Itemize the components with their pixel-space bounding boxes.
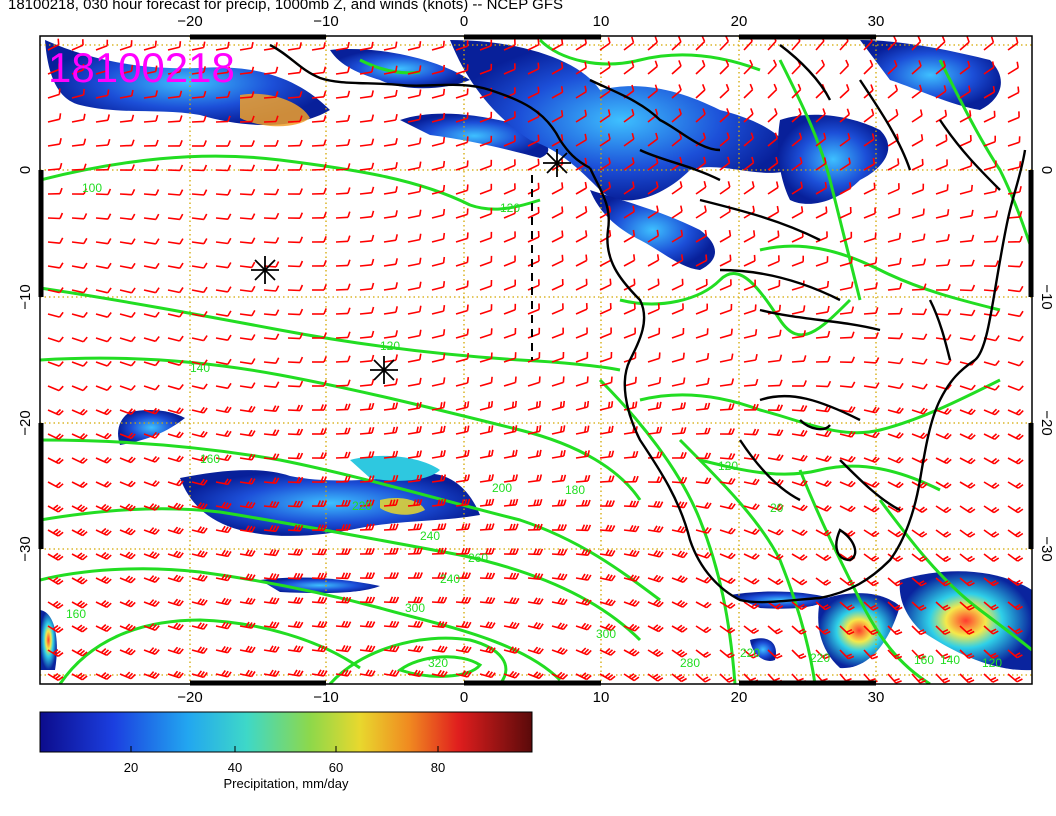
svg-text:30: 30 (868, 689, 885, 706)
lon-labels-bottom: −20 −10 0 10 20 30 (177, 689, 884, 706)
svg-text:30: 30 (868, 13, 885, 30)
svg-text:220: 220 (810, 651, 830, 665)
svg-text:20: 20 (731, 13, 748, 30)
svg-text:120: 120 (500, 201, 520, 215)
svg-text:−30: −30 (1038, 536, 1055, 561)
svg-text:80: 80 (431, 760, 445, 775)
svg-text:140: 140 (190, 361, 210, 375)
colorbar-ticks (130, 746, 439, 752)
coastlines (269, 43, 1027, 604)
svg-text:300: 300 (405, 601, 425, 615)
height-contours (40, 38, 1032, 684)
colorbar-label: Precipitation, mm/day (223, 776, 349, 791)
svg-text:160: 160 (66, 607, 86, 621)
colorbar-tick-labels: 20 40 60 80 (124, 760, 445, 775)
svg-text:120: 120 (718, 459, 738, 473)
svg-text:−20: −20 (177, 689, 202, 706)
precip-colorbar (39, 711, 533, 753)
precipitation-layer (40, 40, 1032, 671)
border-scale-bars (38, 34, 1034, 686)
svg-text:−30: −30 (17, 536, 34, 561)
wind-barbs (47, 36, 1024, 684)
svg-text:300: 300 (596, 627, 616, 641)
svg-text:160: 160 (200, 452, 220, 466)
contour-labels: 100 120 120 140 160 200 220 240 260 240 … (66, 181, 1002, 670)
svg-text:−10: −10 (313, 13, 338, 30)
lon-labels-top: −20 −10 0 10 20 30 (177, 13, 884, 30)
svg-text:0: 0 (460, 689, 468, 706)
svg-text:−20: −20 (177, 13, 202, 30)
svg-text:220: 220 (740, 646, 760, 660)
svg-text:−10: −10 (313, 689, 338, 706)
svg-text:180: 180 (565, 483, 585, 497)
svg-text:10: 10 (593, 13, 610, 30)
lat-labels-left: 0 −10 −20 −30 (17, 166, 34, 562)
map-title: 18100218, 030 hour forecast for precip, … (8, 0, 563, 13)
svg-text:120: 120 (982, 656, 1002, 670)
svg-text:−10: −10 (1038, 284, 1055, 309)
svg-text:20: 20 (731, 689, 748, 706)
svg-text:240: 240 (420, 529, 440, 543)
svg-text:320: 320 (428, 656, 448, 670)
svg-text:40: 40 (228, 760, 242, 775)
svg-text:−20: −20 (1038, 410, 1055, 435)
svg-text:0: 0 (17, 166, 34, 174)
svg-text:160: 160 (914, 653, 934, 667)
svg-text:20: 20 (124, 760, 138, 775)
svg-text:120: 120 (380, 339, 400, 353)
svg-text:240: 240 (440, 572, 460, 586)
svg-text:260: 260 (468, 551, 488, 565)
date-stamp: 18100218 (48, 44, 235, 91)
lat-labels-right: 0 −10 −20 −30 (1038, 166, 1055, 562)
svg-text:100: 100 (82, 181, 102, 195)
svg-text:200: 200 (492, 481, 512, 495)
svg-text:0: 0 (1038, 166, 1055, 174)
svg-text:280: 280 (680, 656, 700, 670)
svg-text:−10: −10 (17, 284, 34, 309)
svg-text:10: 10 (593, 689, 610, 706)
svg-text:0: 0 (460, 13, 468, 30)
svg-text:60: 60 (329, 760, 343, 775)
asterisk-markers (251, 149, 571, 384)
svg-text:140: 140 (940, 653, 960, 667)
svg-text:−20: −20 (17, 410, 34, 435)
svg-text:20: 20 (770, 501, 784, 515)
svg-text:220: 220 (352, 499, 372, 513)
